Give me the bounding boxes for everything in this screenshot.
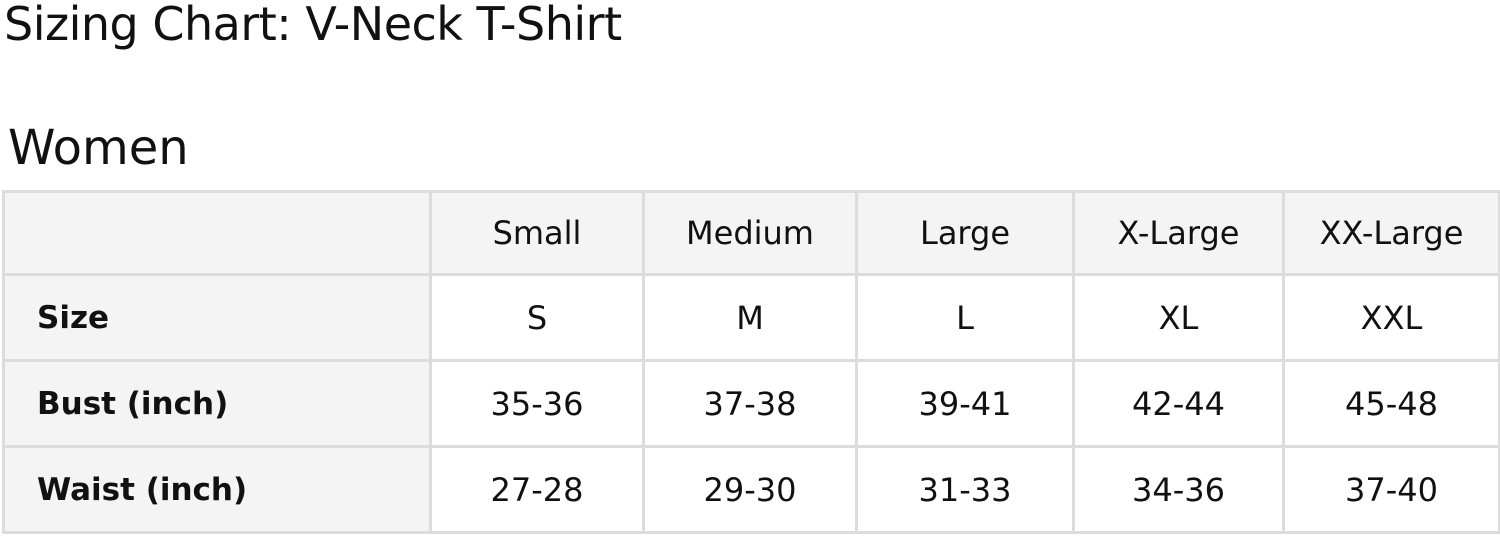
section-heading: Women	[8, 120, 189, 176]
row-label: Bust (inch)	[2, 359, 432, 448]
table-row: Size S M L XL XXL	[2, 273, 1500, 362]
table-cell: XXL	[1282, 273, 1500, 362]
table-cell: S	[429, 273, 645, 362]
header-cell: XX-Large	[1282, 190, 1500, 276]
table-cell: 42-44	[1072, 359, 1285, 448]
table-cell: 34-36	[1072, 445, 1285, 534]
table-row: Waist (inch) 27-28 29-30 31-33 34-36 37-…	[2, 445, 1500, 534]
table-cell: 27-28	[429, 445, 645, 534]
table-row: Bust (inch) 35-36 37-38 39-41 42-44 45-4…	[2, 359, 1500, 448]
table-cell: 35-36	[429, 359, 645, 448]
header-cell: X-Large	[1072, 190, 1285, 276]
row-label: Size	[2, 273, 432, 362]
page-title: Sizing Chart: V-Neck T-Shirt	[4, 0, 622, 51]
table-cell: 31-33	[855, 445, 1075, 534]
table-cell: M	[642, 273, 858, 362]
header-cell: Small	[429, 190, 645, 276]
table-cell: 29-30	[642, 445, 858, 534]
header-cell: Medium	[642, 190, 858, 276]
table-cell: 39-41	[855, 359, 1075, 448]
row-label: Waist (inch)	[2, 445, 432, 534]
table-header-row: Small Medium Large X-Large XX-Large	[2, 190, 1500, 276]
sizing-table: Small Medium Large X-Large XX-Large Size…	[2, 190, 1500, 534]
table-cell: 45-48	[1282, 359, 1500, 448]
header-cell-empty	[2, 190, 432, 276]
table-cell: L	[855, 273, 1075, 362]
table-cell: 37-38	[642, 359, 858, 448]
header-cell: Large	[855, 190, 1075, 276]
table-cell: XL	[1072, 273, 1285, 362]
table-cell: 37-40	[1282, 445, 1500, 534]
